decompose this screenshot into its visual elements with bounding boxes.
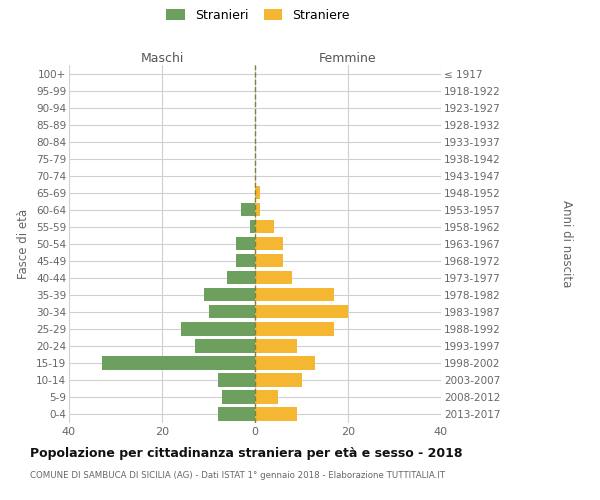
Bar	[255, 254, 283, 268]
Bar	[194, 340, 255, 352]
Bar	[255, 322, 334, 336]
Bar	[101, 356, 255, 370]
Bar	[255, 186, 260, 200]
Y-axis label: Fasce di età: Fasce di età	[17, 208, 31, 279]
Bar	[255, 408, 297, 420]
Bar	[255, 340, 297, 352]
Text: Popolazione per cittadinanza straniera per età e sesso - 2018: Popolazione per cittadinanza straniera p…	[30, 448, 463, 460]
Bar	[255, 305, 348, 318]
Bar	[255, 203, 260, 216]
Bar	[241, 203, 255, 216]
Bar	[227, 271, 255, 284]
Bar	[223, 390, 255, 404]
Text: COMUNE DI SAMBUCA DI SICILIA (AG) - Dati ISTAT 1° gennaio 2018 - Elaborazione TU: COMUNE DI SAMBUCA DI SICILIA (AG) - Dati…	[30, 472, 445, 480]
Bar	[255, 390, 278, 404]
Bar	[181, 322, 255, 336]
Text: Maschi: Maschi	[140, 52, 184, 65]
Bar	[250, 220, 255, 234]
Bar	[218, 374, 255, 386]
Bar	[255, 374, 302, 386]
Text: Femmine: Femmine	[319, 52, 377, 65]
Bar	[255, 288, 334, 302]
Bar	[236, 254, 255, 268]
Bar	[255, 271, 292, 284]
Bar	[204, 288, 255, 302]
Y-axis label: Anni di nascita: Anni di nascita	[560, 200, 573, 288]
Bar	[255, 237, 283, 250]
Bar	[255, 220, 274, 234]
Bar	[218, 408, 255, 420]
Bar	[236, 237, 255, 250]
Legend: Stranieri, Straniere: Stranieri, Straniere	[164, 6, 352, 24]
Bar	[209, 305, 255, 318]
Bar	[255, 356, 316, 370]
